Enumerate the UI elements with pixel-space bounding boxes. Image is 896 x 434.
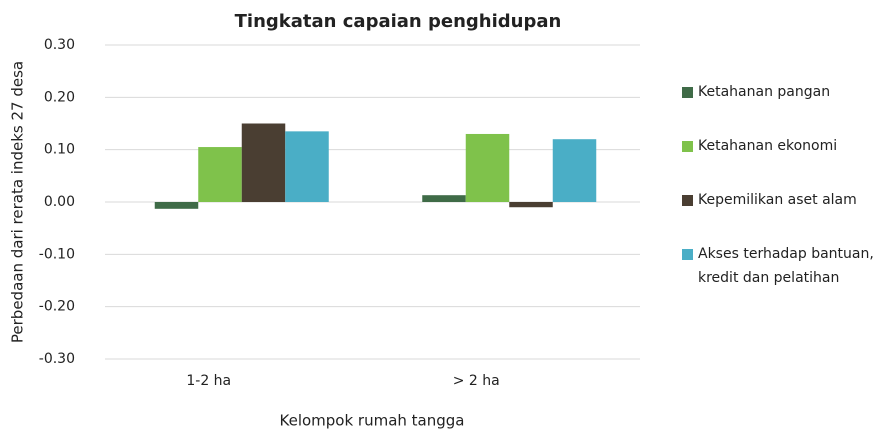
legend-item: Akses terhadap bantuan, kredit dan pelat… [682, 242, 892, 290]
legend-swatch [682, 87, 693, 98]
legend: Ketahanan pangan Ketahanan ekonomi Kepemil… [682, 80, 892, 296]
bar [285, 131, 329, 202]
y-tick-label: -0.30 [39, 351, 75, 367]
legend-label: Ketahanan pangan [698, 84, 831, 100]
y-tick-label: 0.00 [44, 194, 75, 210]
legend-item: Kepemilikan aset alam [682, 188, 892, 236]
y-tick-label: -0.10 [39, 246, 75, 262]
y-axis-label: Perbedaan dari rerata indeks 27 desa [9, 61, 27, 343]
x-tick-label: > 2 ha [453, 373, 500, 389]
bar [465, 133, 510, 202]
y-tick-label: -0.20 [39, 299, 75, 315]
legend-swatch [682, 141, 693, 152]
x-axis-label: Kelompok rumah tangga [280, 412, 465, 430]
legend-label: Akses terhadap bantuan, kredit dan pelat… [698, 246, 874, 286]
legend-swatch [682, 249, 693, 260]
bar [241, 123, 286, 202]
legend-label: Ketahanan ekonomi [698, 138, 838, 154]
legend-item: Ketahanan pangan [682, 80, 892, 128]
x-tick-label: 1-2 ha [186, 373, 231, 389]
y-tick-label: 0.10 [44, 142, 75, 158]
legend-item: Ketahanan ekonomi [682, 134, 892, 182]
bar [552, 139, 597, 202]
legend-swatch [682, 195, 693, 206]
chart-title: Tingkatan capaian penghidupan [235, 11, 562, 32]
bar [422, 195, 466, 202]
y-tick-label: 0.30 [44, 37, 75, 53]
legend-label: Kepemilikan aset alam [698, 192, 857, 208]
y-tick-label: 0.20 [44, 89, 75, 105]
bar [509, 202, 553, 208]
bar [198, 147, 242, 202]
bar [154, 202, 199, 209]
